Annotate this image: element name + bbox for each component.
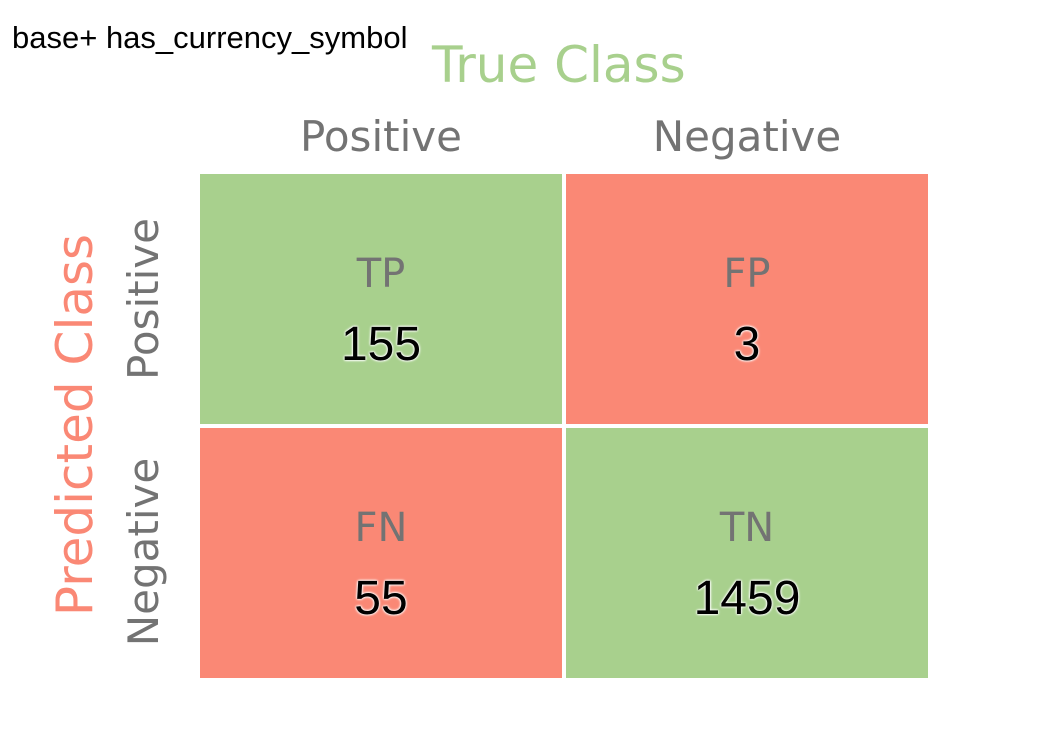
chart-title: base+ has_currency_symbol — [12, 20, 408, 55]
true-class-axis-label: True Class — [432, 36, 686, 94]
column-label-negative: Negative — [652, 112, 842, 161]
cell-true-negative: TN 1459 — [566, 428, 928, 678]
predicted-class-axis-label: Predicted Class — [46, 233, 104, 617]
cell-label: TP — [356, 251, 406, 297]
cell-true-positive: TP 155 — [200, 174, 562, 424]
cell-value: 55 — [354, 572, 408, 625]
column-label-positive: Positive — [300, 112, 462, 161]
cell-false-negative: FN 55 — [200, 428, 562, 678]
cell-value: 155 — [340, 318, 422, 371]
cell-value: 3 — [733, 318, 761, 371]
cell-false-positive: FP 3 — [566, 174, 928, 424]
row-label-positive: Positive — [119, 218, 168, 380]
cell-value: 1459 — [693, 572, 801, 625]
row-label-negative: Negative — [119, 457, 168, 647]
cell-label: FN — [354, 505, 408, 551]
cell-label: TN — [719, 505, 775, 551]
cell-label: FP — [723, 251, 771, 297]
